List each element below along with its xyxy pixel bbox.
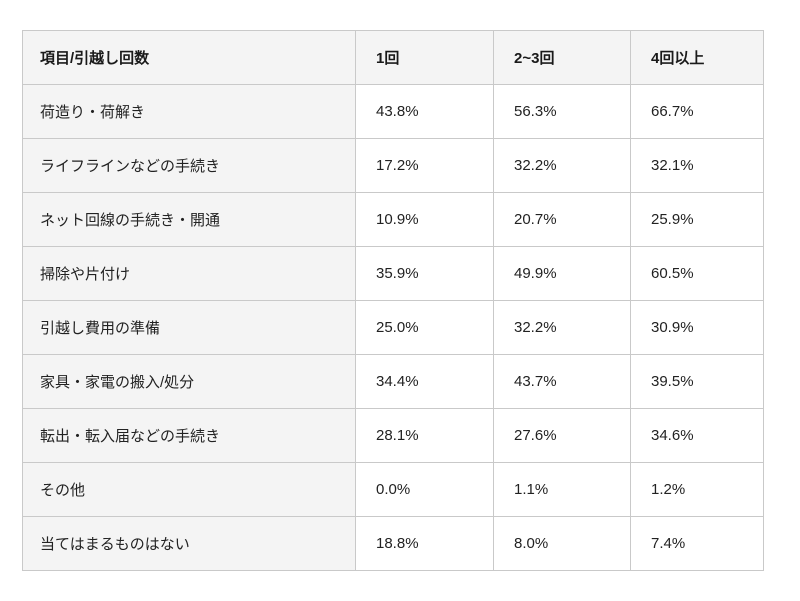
value-cell: 28.1%	[355, 408, 494, 463]
header-4-plus-times: 4回以上	[630, 30, 764, 85]
value-cell: 34.6%	[630, 408, 764, 463]
table-row: ネット回線の手続き・開通 10.9% 20.7% 25.9%	[22, 192, 764, 247]
table-row: その他 0.0% 1.1% 1.2%	[22, 462, 764, 517]
row-label: ネット回線の手続き・開通	[22, 192, 356, 247]
row-label: 荷造り・荷解き	[22, 84, 356, 139]
value-cell: 49.9%	[493, 246, 631, 301]
value-cell: 34.4%	[355, 354, 494, 409]
row-label: その他	[22, 462, 356, 517]
table-row: 転出・転入届などの手続き 28.1% 27.6% 34.6%	[22, 408, 764, 463]
value-cell: 20.7%	[493, 192, 631, 247]
table-row: 荷造り・荷解き 43.8% 56.3% 66.7%	[22, 84, 764, 139]
value-cell: 1.1%	[493, 462, 631, 517]
value-cell: 27.6%	[493, 408, 631, 463]
row-label: 掃除や片付け	[22, 246, 356, 301]
value-cell: 10.9%	[355, 192, 494, 247]
header-2-3-times: 2~3回	[493, 30, 631, 85]
row-label: 家具・家電の搬入/処分	[22, 354, 356, 409]
value-cell: 25.0%	[355, 300, 494, 355]
moving-survey-table: 項目/引越し回数 1回 2~3回 4回以上 荷造り・荷解き 43.8% 56.3…	[22, 30, 764, 571]
value-cell: 60.5%	[630, 246, 764, 301]
header-row: 項目/引越し回数 1回 2~3回 4回以上	[22, 30, 764, 85]
header-item-moves: 項目/引越し回数	[22, 30, 356, 85]
table-row: 家具・家電の搬入/処分 34.4% 43.7% 39.5%	[22, 354, 764, 409]
value-cell: 32.2%	[493, 138, 631, 193]
row-label: 転出・転入届などの手続き	[22, 408, 356, 463]
value-cell: 18.8%	[355, 516, 494, 571]
value-cell: 35.9%	[355, 246, 494, 301]
value-cell: 30.9%	[630, 300, 764, 355]
table-body: 荷造り・荷解き 43.8% 56.3% 66.7% ライフラインなどの手続き 1…	[22, 84, 764, 571]
value-cell: 56.3%	[493, 84, 631, 139]
value-cell: 32.2%	[493, 300, 631, 355]
table-row: 掃除や片付け 35.9% 49.9% 60.5%	[22, 246, 764, 301]
value-cell: 39.5%	[630, 354, 764, 409]
row-label: 当てはまるものはない	[22, 516, 356, 571]
header-1-time: 1回	[355, 30, 494, 85]
value-cell: 8.0%	[493, 516, 631, 571]
value-cell: 7.4%	[630, 516, 764, 571]
value-cell: 0.0%	[355, 462, 494, 517]
table-row: 引越し費用の準備 25.0% 32.2% 30.9%	[22, 300, 764, 355]
value-cell: 17.2%	[355, 138, 494, 193]
value-cell: 66.7%	[630, 84, 764, 139]
table-header: 項目/引越し回数 1回 2~3回 4回以上	[22, 30, 764, 85]
value-cell: 43.8%	[355, 84, 494, 139]
value-cell: 25.9%	[630, 192, 764, 247]
row-label: ライフラインなどの手続き	[22, 138, 356, 193]
row-label: 引越し費用の準備	[22, 300, 356, 355]
value-cell: 1.2%	[630, 462, 764, 517]
table-row: 当てはまるものはない 18.8% 8.0% 7.4%	[22, 516, 764, 571]
table-row: ライフラインなどの手続き 17.2% 32.2% 32.1%	[22, 138, 764, 193]
value-cell: 43.7%	[493, 354, 631, 409]
value-cell: 32.1%	[630, 138, 764, 193]
